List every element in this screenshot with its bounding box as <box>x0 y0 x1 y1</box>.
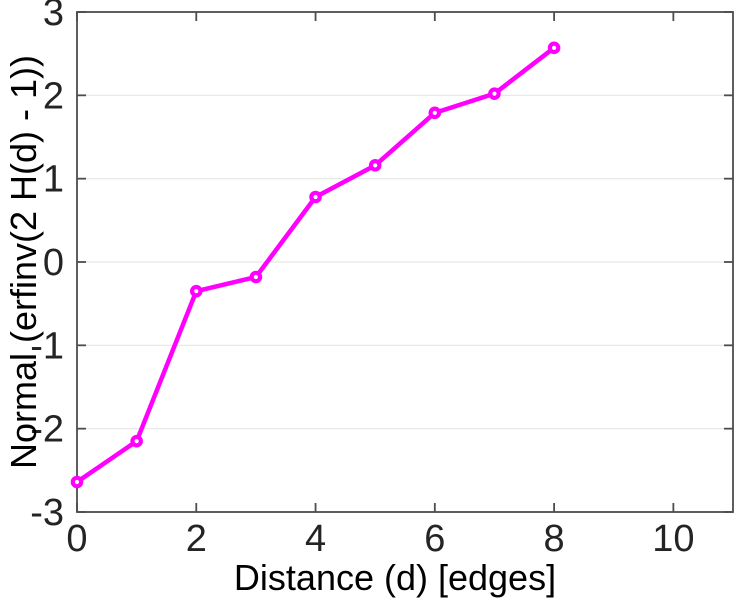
grid-layer <box>77 94 733 430</box>
y-tick-label: 3 <box>43 0 64 34</box>
x-tick-label: 8 <box>544 518 565 560</box>
x-tick-label: 4 <box>305 518 326 560</box>
data-point-marker <box>368 159 382 172</box>
y-axis-label: Normal (erfinv(2 H(d) - 1)) <box>3 55 44 469</box>
y-tick-label: -1 <box>30 325 64 367</box>
x-tick-label: 0 <box>66 518 87 560</box>
data-series-layer <box>70 41 561 489</box>
y-tick-label: 0 <box>43 242 64 284</box>
y-tick-label: -3 <box>30 492 64 534</box>
x-axis-label: Distance (d) [edges] <box>234 557 556 598</box>
axis-box-layer <box>76 11 734 513</box>
x-tick-label: 6 <box>424 518 445 560</box>
y-tick-label: -2 <box>30 409 64 451</box>
y-tick-label: 1 <box>43 159 64 201</box>
data-point-marker <box>488 87 501 100</box>
data-point-marker <box>309 190 322 204</box>
data-line <box>74 45 557 485</box>
data-point-marker <box>70 475 84 489</box>
y-tick-label: 2 <box>43 75 64 117</box>
data-point-marker <box>189 284 203 298</box>
data-point-marker <box>547 41 561 55</box>
x-tick-label: 10 <box>652 518 694 560</box>
tick-label-layer: 0 2 4 6 8 10 -3 -2 -1 0 1 2 3 <box>30 0 694 560</box>
data-point-marker <box>130 434 143 448</box>
x-tick-label: 2 <box>186 518 207 560</box>
data-point-marker <box>249 270 263 284</box>
data-point-marker <box>428 106 442 120</box>
